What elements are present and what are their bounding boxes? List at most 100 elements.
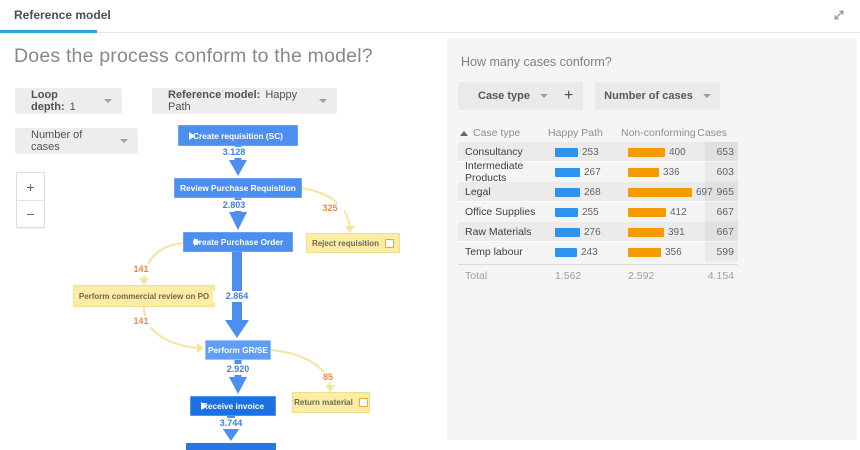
- top-tab-bar: Reference model: [0, 0, 860, 33]
- chevron-down-icon: [120, 139, 128, 143]
- happy-path-cell: 268: [555, 187, 628, 198]
- non-conforming-bar: [628, 147, 665, 157]
- node-create-requisition[interactable]: Create requisition (SC): [178, 125, 298, 146]
- happy-path-bar: [555, 207, 578, 217]
- active-tab-indicator: [0, 30, 97, 33]
- node-label: Reject requisition: [311, 238, 380, 248]
- node-review-purchase-requisition[interactable]: Review Purchase Requisition: [174, 178, 302, 198]
- node-label: Create requisition (SC): [193, 130, 283, 141]
- total-label: Total: [465, 270, 488, 282]
- happy-path-cell: 267: [555, 167, 628, 178]
- dimension-value: Case type: [478, 90, 530, 102]
- sort-header-case-type[interactable]: Case type: [458, 127, 548, 139]
- non-conforming-cell: 697: [628, 187, 713, 198]
- zoom-in-button[interactable]: +: [26, 178, 35, 195]
- zoom-controls: + −: [16, 172, 45, 228]
- non-conforming-cell: 336: [628, 167, 705, 178]
- expand-icon[interactable]: [832, 8, 850, 26]
- metric-dropdown[interactable]: Number of cases: [15, 128, 138, 154]
- metric-value: Number of cases: [31, 129, 83, 153]
- edge-count-label: 2.803: [210, 200, 258, 211]
- table-row[interactable]: Intermediate Products 267 336 603: [458, 160, 738, 184]
- zoom-out-button[interactable]: −: [17, 200, 44, 227]
- table-header-row: Case type Happy Path Non-conforming Case…: [458, 124, 738, 142]
- non-conforming-bar: [628, 207, 666, 217]
- edge-count-label: 2.920: [214, 364, 262, 375]
- node-perform-gr-se[interactable]: Perform GR/SE: [205, 340, 271, 360]
- case-type-cell: Legal: [465, 186, 491, 198]
- edge-count-label: 85: [314, 372, 342, 383]
- case-type-cell: Temp labour: [465, 246, 523, 258]
- non-conforming-cell: 356: [628, 247, 705, 258]
- header-cases[interactable]: Cases: [697, 127, 727, 139]
- non-conforming-bar: [628, 227, 664, 237]
- cases-cell: 599: [705, 242, 738, 262]
- happy-path-value: 255: [582, 206, 599, 218]
- cases-cell: 603: [705, 162, 738, 182]
- header-non-conforming[interactable]: Non-conforming: [621, 127, 696, 139]
- add-dimension-button[interactable]: +: [563, 87, 574, 104]
- cases-cell: 965: [705, 182, 738, 202]
- node-label: Perform commercial review on PO: [78, 291, 210, 301]
- edge-count-label: 141: [127, 316, 155, 327]
- kpi-dropdown[interactable]: Number of cases: [595, 82, 720, 110]
- play-icon: [201, 402, 207, 410]
- table-row[interactable]: Raw Materials 276 391 667: [458, 222, 738, 242]
- total-non-conforming: 2.592: [628, 270, 655, 282]
- node-label: Review Purchase Requisition: [180, 183, 296, 193]
- play-icon: [194, 238, 200, 246]
- conformance-table: Case type Happy Path Non-conforming Case…: [458, 124, 738, 287]
- case-type-cell: Raw Materials: [465, 226, 532, 238]
- case-type-cell: Consultancy: [465, 146, 523, 158]
- non-conforming-value: 412: [670, 206, 687, 218]
- table-row[interactable]: Consultancy 253 400 653: [458, 142, 738, 162]
- node-return-material[interactable]: Return material: [292, 392, 370, 413]
- conformance-card: How many cases conform? Case type + Numb…: [447, 38, 857, 440]
- node-create-purchase-order[interactable]: Create Purchase Order: [183, 232, 293, 252]
- non-conforming-bar: [628, 187, 692, 197]
- checkbox-icon[interactable]: [385, 238, 395, 248]
- table-row[interactable]: Temp labour 243 356 599: [458, 242, 738, 262]
- happy-path-value: 253: [582, 146, 599, 158]
- sort-ascending-icon: [460, 130, 468, 136]
- node-perform-commercial-review[interactable]: Perform commercial review on PO: [73, 285, 215, 307]
- tab-reference-model[interactable]: Reference model: [14, 8, 111, 22]
- non-conforming-value: 336: [663, 166, 680, 178]
- happy-path-value: 243: [581, 246, 598, 258]
- non-conforming-value: 356: [665, 246, 682, 258]
- case-table-body: Consultancy 253 400 653 Intermediate Product…: [458, 142, 738, 262]
- edge-count-label: 325: [316, 203, 344, 214]
- page-title: Does the process conform to the model?: [14, 45, 373, 67]
- reference-model-value: Happy Path: [168, 89, 298, 113]
- loop-depth-value: 1: [69, 101, 76, 113]
- cases-cell: 667: [705, 202, 738, 222]
- play-icon: [189, 131, 195, 140]
- cases-cell: 653: [705, 142, 738, 162]
- reference-model-dropdown[interactable]: Reference model: Happy Path: [152, 88, 337, 114]
- dimension-dropdown[interactable]: Case type +: [458, 82, 583, 110]
- edge-count-label: 141: [127, 264, 155, 275]
- non-conforming-bar: [628, 167, 659, 177]
- non-conforming-cell: 400: [628, 147, 705, 158]
- process-explorer-panel: Does the process conform to the model? L…: [0, 33, 447, 450]
- edge-count-label: 2.864: [213, 291, 261, 302]
- node-label: Return material: [294, 398, 353, 407]
- happy-path-cell: 253: [555, 147, 628, 158]
- node-reject-requisition[interactable]: Reject requisition: [306, 233, 400, 253]
- happy-path-value: 276: [584, 226, 601, 238]
- loop-depth-dropdown[interactable]: Loop depth: 1: [15, 88, 122, 114]
- node-receive-invoice[interactable]: Receive invoice: [190, 396, 276, 416]
- chevron-down-icon: [104, 99, 112, 103]
- table-total-row: Total 1.562 2.592 4.154: [458, 264, 738, 287]
- table-row[interactable]: Office Supplies 255 412 667: [458, 202, 738, 222]
- node-process-end[interactable]: [186, 443, 276, 450]
- happy-path-value: 268: [584, 186, 601, 198]
- cases-cell: 667: [705, 222, 738, 242]
- happy-path-bar: [555, 227, 580, 237]
- checkbox-icon[interactable]: [358, 398, 368, 407]
- node-label: Perform GR/SE: [208, 345, 268, 355]
- non-conforming-value: 391: [668, 226, 685, 238]
- table-row[interactable]: Legal 268 697 965: [458, 182, 738, 202]
- header-happy-path[interactable]: Happy Path: [548, 127, 603, 139]
- case-type-cell: Intermediate Products: [465, 160, 524, 184]
